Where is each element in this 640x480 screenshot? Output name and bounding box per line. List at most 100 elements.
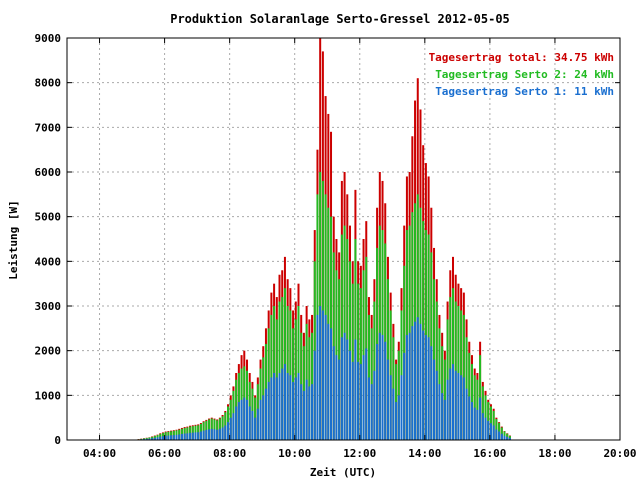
bar bbox=[489, 423, 492, 440]
bar bbox=[213, 429, 216, 440]
bar bbox=[183, 433, 186, 440]
bar bbox=[343, 332, 346, 440]
bar bbox=[484, 417, 487, 440]
bar bbox=[175, 434, 178, 440]
bar bbox=[492, 425, 495, 440]
y-axis-ticks: 0 1000 2000 3000 4000 5000 6000 7000 8000 9000 bbox=[35, 32, 620, 447]
bar bbox=[422, 330, 425, 440]
y-tick-label: 9000 bbox=[35, 32, 62, 45]
bar bbox=[365, 348, 368, 440]
bar bbox=[151, 438, 154, 440]
bar bbox=[227, 422, 230, 440]
bar bbox=[172, 435, 175, 440]
bar bbox=[465, 388, 468, 440]
bar bbox=[340, 337, 343, 440]
bar bbox=[313, 350, 316, 440]
bar bbox=[278, 373, 281, 440]
bar bbox=[278, 301, 281, 440]
bar bbox=[208, 429, 211, 440]
bar bbox=[218, 428, 221, 440]
bar bbox=[354, 339, 357, 440]
bar bbox=[503, 435, 506, 440]
bar bbox=[240, 399, 243, 440]
bar bbox=[156, 437, 159, 440]
bar bbox=[468, 396, 471, 440]
bar bbox=[373, 370, 376, 440]
x-axis-label: Zeit (UTC) bbox=[310, 466, 376, 479]
legend-entry: Tagesertrag Serto 2: 24 kWh bbox=[435, 68, 614, 81]
bar bbox=[335, 355, 338, 440]
bar bbox=[462, 377, 465, 440]
bar bbox=[470, 402, 473, 440]
bar bbox=[427, 337, 430, 440]
x-tick-label: 04:00 bbox=[83, 447, 116, 460]
bar bbox=[210, 428, 213, 440]
bar bbox=[327, 323, 330, 440]
bar bbox=[457, 373, 460, 440]
bar bbox=[433, 359, 436, 440]
bar bbox=[297, 373, 300, 440]
bar bbox=[351, 283, 354, 440]
bar bbox=[397, 350, 400, 440]
bar bbox=[351, 361, 354, 440]
bar bbox=[403, 352, 406, 440]
bar bbox=[251, 410, 254, 440]
bar bbox=[332, 346, 335, 440]
bar bbox=[237, 402, 240, 440]
bar bbox=[452, 364, 455, 440]
bar bbox=[397, 395, 400, 440]
bar bbox=[392, 388, 395, 440]
bar bbox=[235, 406, 238, 440]
bar bbox=[378, 332, 381, 440]
legend-entry: Tagesertrag Serto 1: 11 kWh bbox=[435, 85, 614, 98]
bar bbox=[386, 359, 389, 440]
bar bbox=[384, 341, 387, 440]
bar bbox=[292, 381, 295, 440]
bar bbox=[194, 432, 197, 440]
bar bbox=[229, 417, 232, 440]
bar bbox=[443, 399, 446, 440]
bar bbox=[289, 375, 292, 440]
bar bbox=[167, 435, 170, 440]
bar bbox=[267, 381, 270, 440]
y-tick-label: 2000 bbox=[35, 345, 62, 358]
bar bbox=[159, 436, 162, 440]
bar bbox=[273, 373, 276, 440]
bar bbox=[446, 379, 449, 440]
bar bbox=[476, 409, 479, 440]
bar bbox=[180, 433, 183, 440]
bar bbox=[302, 390, 305, 440]
bar bbox=[221, 427, 224, 440]
bar bbox=[161, 436, 164, 440]
bar bbox=[330, 328, 333, 440]
bar bbox=[281, 368, 284, 440]
bar bbox=[275, 377, 278, 440]
bar bbox=[389, 375, 392, 440]
y-tick-label: 4000 bbox=[35, 255, 62, 268]
bar bbox=[259, 399, 262, 440]
bar bbox=[232, 413, 235, 440]
bar bbox=[381, 335, 384, 440]
chart-title: Produktion Solaranlage Serto-Gressel 201… bbox=[170, 12, 510, 26]
bar bbox=[170, 435, 173, 440]
bar bbox=[270, 377, 273, 440]
bar bbox=[224, 425, 227, 440]
legend-entry: Tagesertrag total: 34.75 kWh bbox=[429, 51, 614, 64]
bar bbox=[441, 393, 444, 440]
x-tick-label: 08:00 bbox=[213, 447, 246, 460]
bar bbox=[414, 321, 417, 440]
x-tick-label: 12:00 bbox=[343, 447, 376, 460]
bar bbox=[254, 417, 257, 440]
bar bbox=[430, 346, 433, 440]
x-tick-label: 06:00 bbox=[148, 447, 181, 460]
y-tick-label: 3000 bbox=[35, 300, 62, 313]
bar bbox=[359, 364, 362, 440]
bar bbox=[148, 438, 151, 440]
bar bbox=[454, 370, 457, 440]
bar bbox=[283, 364, 286, 440]
bar bbox=[357, 283, 360, 440]
bar bbox=[395, 402, 398, 440]
bar bbox=[300, 384, 303, 440]
bar bbox=[400, 375, 403, 440]
bar bbox=[416, 317, 419, 440]
